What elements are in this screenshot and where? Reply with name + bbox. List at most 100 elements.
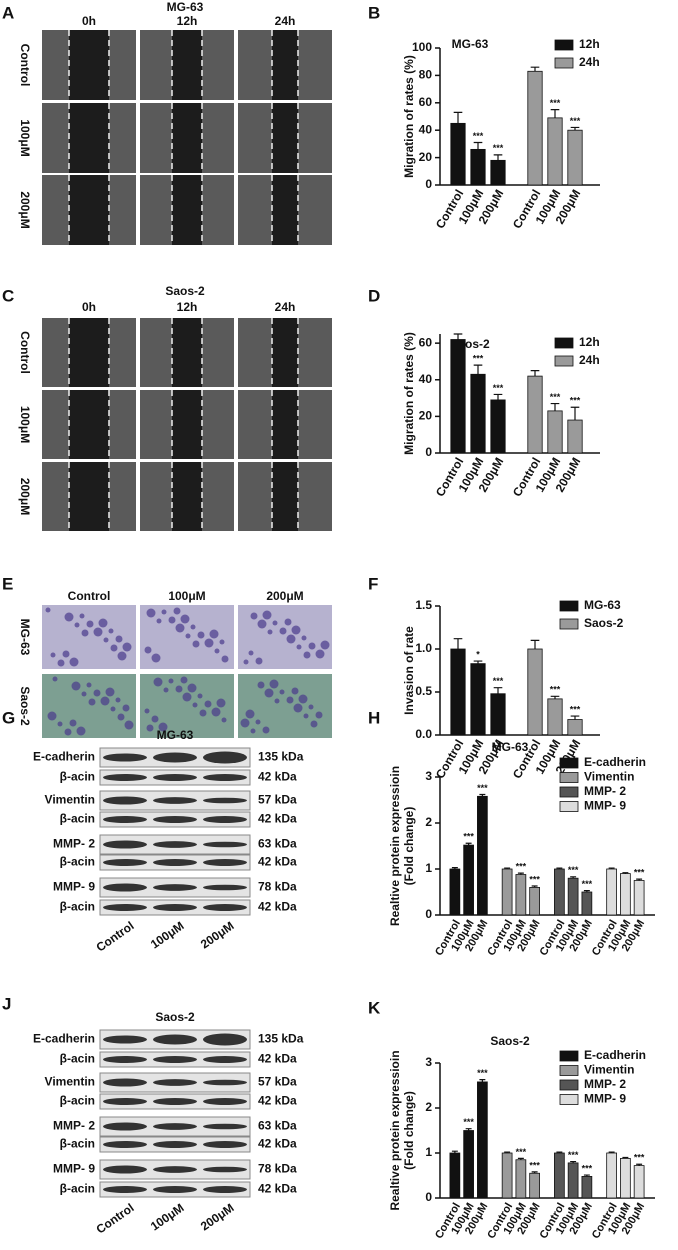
lane-label: 200μM [198,919,237,952]
size-label: 42 kDa [258,900,297,914]
scratch-gap [69,318,109,387]
bar [490,159,506,186]
legend-label: 12h [579,37,600,51]
y-tick-label: 3 [425,1055,432,1069]
legend-label: MMP- 2 [584,1077,626,1091]
legend-swatch [559,618,579,630]
bar [567,719,583,736]
cell [151,653,161,663]
bar [547,698,563,736]
bar [490,399,506,454]
significance: *** [493,143,504,153]
legend-label: E-cadherin [584,755,646,769]
cell [64,728,72,736]
cell [110,644,118,652]
band [153,1141,197,1148]
y-tick-label: 40 [419,372,433,386]
error-bar [473,660,483,664]
cell [248,650,254,656]
cell [146,724,154,732]
cell [272,620,278,626]
protein-label: β-acin [60,855,95,869]
lane-label: Control [94,1201,137,1237]
cell [192,702,198,708]
protein-label: β-acin [60,1182,95,1196]
band [203,1186,247,1193]
size-label: 42 kDa [258,1137,297,1151]
cell [122,704,130,712]
protein-label: MMP- 2 [53,1119,95,1133]
band [103,1056,147,1063]
panel-letter: D [368,286,380,305]
panel-letter: K [368,998,381,1017]
cell [255,719,261,725]
legend-label: Vimentin [584,770,634,784]
cell [250,728,256,734]
error-bar [622,872,629,874]
size-label: 63 kDa [258,837,297,851]
cell [303,713,309,719]
band [153,1056,197,1063]
error-bar [570,715,580,720]
size-label: 78 kDa [258,880,297,894]
cell [79,613,85,619]
cell [315,649,325,659]
band [203,797,247,804]
legend-swatch [554,39,574,51]
bar [470,373,486,454]
significance: *** [570,116,581,126]
bar [450,339,466,454]
legend-label: 24h [579,55,600,69]
chart-title: Saos-2 [490,1034,530,1048]
bar [463,844,474,916]
bar [527,70,543,186]
bar [527,648,543,736]
scratch-gap [272,175,298,245]
bar [477,795,488,916]
band [153,774,197,781]
y-tick-label: 0 [425,1190,432,1204]
protein-label: β-acin [60,1052,95,1066]
cell [211,707,221,717]
y-tick-label: 1.0 [415,641,432,655]
size-label: 42 kDa [258,1052,297,1066]
panel-letter: A [2,3,14,22]
cell [291,687,299,695]
legend-label: 12h [579,335,600,349]
blot-title: Saos-2 [155,1010,195,1024]
cell [197,693,203,699]
y-axis-label: Migration of rates (%) [402,55,416,178]
panel-letter: J [2,994,11,1013]
band [153,1123,197,1130]
band [153,1098,197,1105]
scratch-gap [69,175,109,245]
cell [182,692,192,702]
row-label: Saos-2 [18,686,32,726]
error-bar [479,793,486,797]
protein-label: β-acin [60,1137,95,1151]
cell [161,609,167,615]
bar [606,1152,617,1199]
cell [175,685,183,693]
bar [567,877,579,916]
significance: *** [516,862,527,872]
cell [284,618,292,626]
cell [267,629,273,635]
cell [93,627,103,637]
significance: *** [529,874,540,884]
y-tick-label: 2 [425,1100,432,1114]
band [153,859,197,866]
scratch-gap [172,103,202,173]
significance: *** [568,1150,579,1160]
cell [45,607,51,613]
cell [315,711,323,719]
bar [567,129,583,186]
band [153,1034,197,1045]
cell [293,703,303,713]
significance: *** [550,98,561,108]
legend-label: 24h [579,353,600,367]
y-tick-label: 80 [419,68,433,82]
bar [581,1176,593,1199]
cell [47,711,57,721]
y-tick-label: 40 [419,122,433,136]
